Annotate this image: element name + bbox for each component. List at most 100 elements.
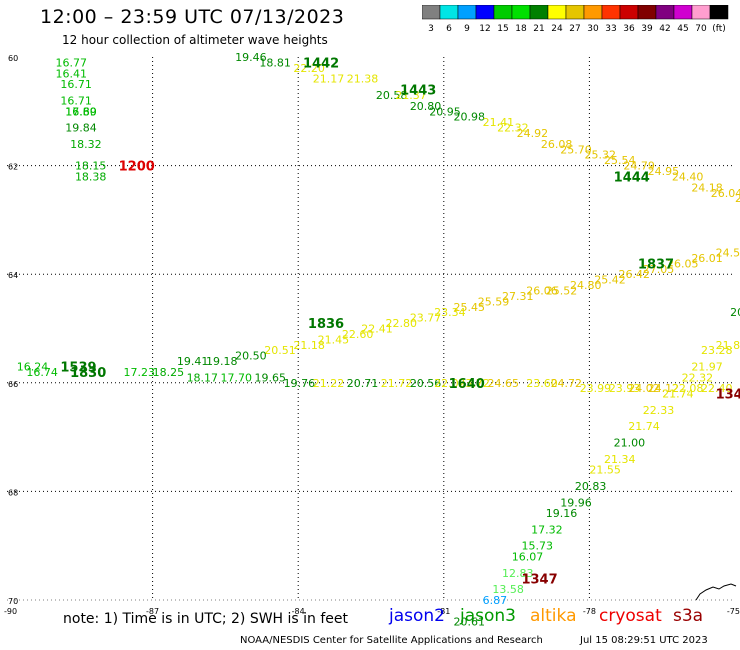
wave-height-value: 26.42 [619, 268, 651, 281]
scale-label: 70 [695, 24, 707, 34]
wave-height-value: 13.58 [492, 583, 524, 596]
wave-height-value: 12.83 [502, 567, 534, 580]
scale-label: 36 [623, 24, 635, 34]
scale-label: 6 [446, 24, 452, 34]
lon-tick-label: -75 [727, 607, 740, 616]
wave-height-value: 20.51 [264, 344, 296, 357]
wave-height-value: 19.76 [284, 377, 316, 390]
scale-label: 3 [428, 24, 434, 34]
scale-label: 33 [605, 24, 616, 34]
wave-height-value: 15.73 [521, 540, 553, 553]
wave-height-value: 16.07 [512, 551, 544, 564]
wave-height-value: 21.45 [318, 333, 350, 346]
pass-time-label: 1346 [716, 388, 740, 403]
wave-height-value: 19.41 [177, 355, 209, 368]
wave-height-value: 25.42 [594, 274, 626, 287]
wave-height-value: 25.70 [560, 143, 592, 156]
scale-label: 21 [533, 24, 544, 34]
lat-tick-label: 70 [8, 597, 18, 606]
lat-tick-label: 60 [8, 54, 18, 63]
pass-time-label: 1200 [119, 160, 155, 175]
pass-time-label: 1837 [638, 257, 674, 272]
wave-height-value: 16.74 [26, 366, 58, 379]
wave-height-value: 16.71 [60, 94, 92, 107]
wave-height-value: 16.80 [65, 105, 97, 118]
wave-height-value: 22.60 [342, 328, 374, 341]
wave-height-value: 26.05 [667, 257, 699, 270]
wave-height-value: 25.45 [454, 301, 486, 314]
scale-label: (ft) [712, 24, 726, 34]
wave-height-value: 20.61 [454, 616, 486, 629]
pass-time-label: 1836 [308, 317, 344, 332]
wave-height-value: 22.80 [386, 317, 418, 330]
wave-height-value: 16.69 [65, 105, 97, 118]
wave-height-value: 16.41 [56, 67, 88, 80]
pass-time-label: 1539 [60, 361, 96, 376]
wave-height-value: 21.18 [293, 339, 325, 352]
wave-height-value: 21.37 [395, 89, 427, 102]
wave-height-value: 20.00 [730, 306, 740, 319]
wave-height-points: 16.7716.4116.7116.7116.8016.6917.3919.84… [17, 51, 740, 629]
lat-tick-label: 68 [8, 488, 18, 497]
lon-tick-label: -87 [146, 607, 159, 616]
wave-height-value: 24.92 [517, 127, 549, 140]
scale-label: 9 [464, 24, 470, 34]
wave-height-value: 24.18 [691, 181, 723, 194]
map-subtitle: 12 hour collection of altimeter wave hei… [62, 33, 328, 47]
lon-tick-label: -90 [4, 607, 17, 616]
wave-height-value: 24.40 [672, 170, 704, 183]
wave-height-value: 26.08 [541, 138, 573, 151]
scale-label: 24 [551, 24, 563, 34]
scale-label: 42 [659, 24, 670, 34]
wave-height-value: 24.62 [735, 192, 740, 205]
scale-label: 30 [587, 24, 599, 34]
wave-height-value: 24.02 [628, 382, 660, 395]
wave-height-value: 26.06 [526, 284, 558, 297]
wave-height-value: 22.32 [682, 371, 714, 384]
wave-height-value: 21.38 [347, 73, 379, 86]
color-scale-legend: 3 6 9 12 15 18 21 24 27 30 33 36 39 42 45 70 (ft) [422, 5, 729, 34]
wave-height-value: 19.16 [546, 507, 578, 520]
scale-label: 39 [641, 24, 653, 34]
lat-tick-label: 64 [8, 271, 18, 280]
satellite-s3a: s3a [673, 606, 704, 626]
wave-height-value: 20.98 [454, 111, 486, 124]
satellite-altika: altika [530, 606, 577, 626]
lon-tick-label: -81 [437, 607, 450, 616]
scale-label: 18 [515, 24, 527, 34]
wave-height-value: 22.33 [643, 404, 675, 417]
wave-height-value: 24.59 [716, 246, 740, 259]
wave-height-value: 21.74 [662, 388, 694, 401]
scale-swatch [709, 5, 729, 20]
wave-height-value: 23.99 [580, 382, 612, 395]
graticule-grid [7, 57, 735, 601]
pass-time-label: 1443 [400, 84, 436, 99]
wave-height-value: 19.18 [206, 355, 238, 368]
wave-height-value: 21.80 [716, 339, 740, 352]
wave-height-value: 24.79 [623, 160, 655, 173]
wave-height-value: 26.01 [691, 252, 723, 265]
wave-height-value: 24.65 [487, 377, 518, 390]
wave-height-value: 25.52 [546, 284, 578, 297]
wave-height-value: 20.83 [575, 480, 607, 493]
wave-height-value: 19.96 [560, 496, 592, 509]
axis-labels: -90 -87 -84 -81 -78 -75 60 62 64 66 68 70 [4, 54, 740, 616]
pass-time-label: 1444 [614, 170, 650, 185]
lon-tick-label: -84 [292, 607, 305, 616]
wave-height-value: 27.05 [643, 263, 675, 276]
wave-height-value: 20.71 [347, 377, 379, 390]
wave-height-value: 20.80 [410, 100, 442, 113]
lat-tick-label: 62 [8, 163, 18, 172]
lon-tick-label: -78 [583, 607, 596, 616]
wave-height-value: 21.97 [691, 361, 723, 374]
wave-height-value: 21.22 [313, 377, 345, 390]
satellite-jason2: jason2 [389, 606, 445, 626]
wave-height-value: 20.56 [410, 377, 442, 390]
wave-height-value: 18.38 [75, 170, 107, 183]
pass-time-label: 1347 [521, 572, 557, 587]
wave-height-value: 23.60 [526, 377, 558, 390]
pass-time-label: 1442 [303, 56, 339, 71]
wave-height-value: 24.95 [648, 165, 680, 178]
